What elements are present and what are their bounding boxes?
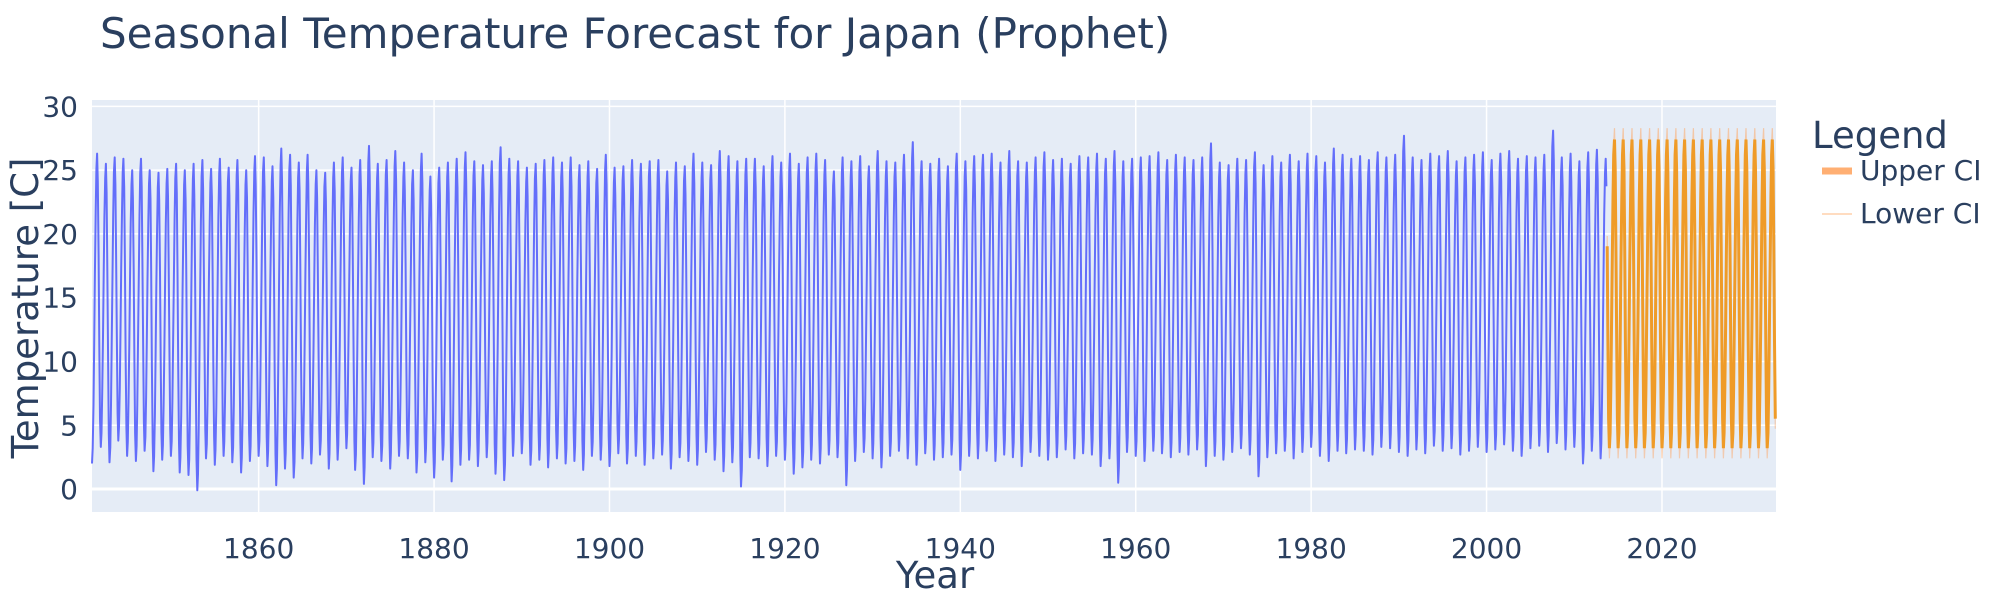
x-tick-label: 1980 [1276,532,1347,565]
forecast-line [1605,139,1777,449]
x-tick-label: 1880 [398,532,469,565]
legend: Legend Upper CI Lower CI [1812,114,1982,230]
x-tick-label: 1920 [749,532,820,565]
legend-item-label: Upper CI [1860,154,1982,187]
x-tick-label: 1940 [925,532,996,565]
y-tick-label: 10 [42,345,78,378]
y-tick-label: 30 [42,90,78,123]
history-series-line [91,129,1608,492]
x-tick-label: 2000 [1451,532,1522,565]
legend-title: Legend [1812,114,1948,157]
x-axis-ticks: 1860 1880 1900 1920 1940 1960 1980 2000 2020 [223,532,1698,565]
x-tick-label: 1900 [574,532,645,565]
y-tick-label: 25 [42,154,78,187]
chart-title: Seasonal Temperature Forecast for Japan … [100,9,1170,58]
y-tick-label: 5 [60,409,78,442]
y-tick-label: 15 [42,282,78,315]
y-axis-ticks: 0 5 10 15 20 25 30 [42,90,78,506]
x-tick-label: 1860 [223,532,294,565]
legend-item-label: Lower CI [1860,197,1981,230]
y-tick-label: 0 [60,473,78,506]
x-axis-title: Year [895,554,975,597]
y-tick-label: 20 [42,218,78,251]
series-layer [91,128,1777,492]
x-tick-label: 2020 [1626,532,1697,565]
x-tick-label: 1960 [1100,532,1171,565]
y-axis-title: Temperature [C] [4,158,47,460]
